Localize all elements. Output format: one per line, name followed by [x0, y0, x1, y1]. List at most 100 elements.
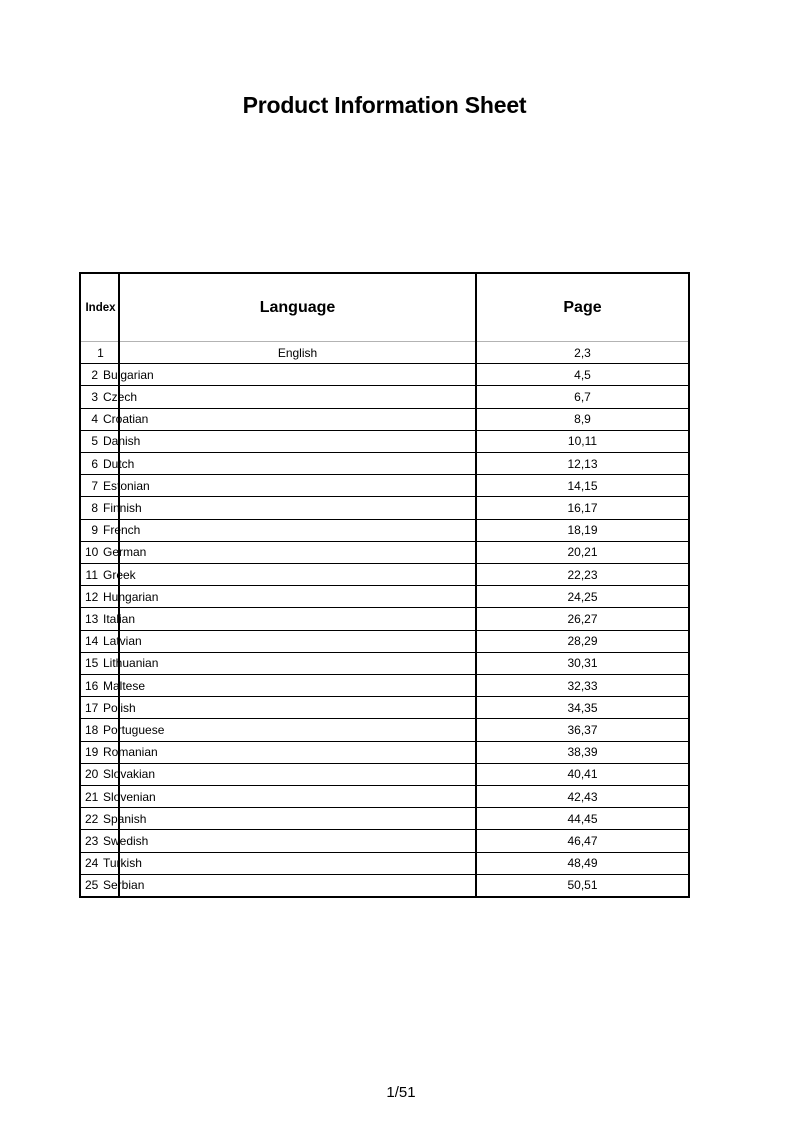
table-row: 13Italian 26,27 [81, 607, 688, 629]
row-index-language-label: 21 Slovenian [85, 790, 156, 804]
table-header-row: Index Language Page [81, 274, 688, 341]
row-index: 16 [85, 678, 99, 693]
row-language: Slovenian [103, 789, 156, 804]
row-index: 7 [91, 478, 98, 493]
row-index-language-label: 4 Croatian [85, 412, 148, 426]
row-page: 30,31 [567, 656, 598, 671]
language-index-table: Index Language Page 1 English 2,3 2 Bulgaria… [79, 272, 690, 898]
row-language: Portuguese [103, 723, 165, 738]
row-page: 4,5 [574, 367, 591, 382]
row-index-language-label: 5 Danish [85, 434, 140, 448]
column-divider-index-language [118, 274, 120, 896]
row-page: 8,9 [574, 412, 591, 427]
row-index-language-label: 11Greek [85, 568, 136, 582]
row-language: Maltese [103, 678, 146, 693]
row-language: Danish [103, 434, 141, 449]
row-language: Romanian [103, 745, 158, 760]
row-index: 1 [97, 345, 104, 360]
table-row: 10 German 20,21 [81, 540, 688, 563]
table-row: 12 Hungarian 24,25 [81, 585, 688, 607]
table-row: 5 Danish 10,11 [81, 429, 688, 452]
row-page: 20,21 [567, 545, 598, 560]
table-row: 18 Portuguese 36,37 [81, 718, 688, 740]
row-page: 24,25 [567, 589, 598, 604]
table-row: 23 Swedish 46,47 [81, 829, 688, 851]
row-language: English [277, 345, 318, 360]
row-page: 10,11 [567, 434, 598, 449]
row-index-language-label: 7 Estonian [85, 478, 150, 493]
table-row: 3 Czech 6,7 [81, 385, 688, 407]
table-row: 4 Croatian 8,9 [81, 407, 688, 430]
row-index-language-label: 6Dutch [85, 457, 134, 471]
row-language: Estonian [103, 478, 150, 493]
row-language: Bulgarian [103, 367, 154, 382]
table-header-index: Index [85, 301, 116, 314]
row-index: 2 [91, 367, 98, 382]
row-page: 18,19 [567, 523, 598, 538]
row-language: Lithuanian [103, 656, 159, 671]
row-index: 20 [85, 767, 99, 782]
table-row: 16 Maltese 32,33 [81, 674, 688, 696]
row-page: 14,15 [567, 478, 598, 493]
row-language: Spanish [103, 811, 147, 826]
table-row: 2 Bulgarian 4,5 [81, 363, 688, 385]
row-language: Hungarian [103, 589, 159, 604]
row-language: Croatian [103, 412, 149, 427]
table-header-language: Language [259, 298, 336, 316]
row-index: 18 [85, 723, 99, 738]
row-language: Slovakian [103, 767, 156, 782]
row-page: 32,33 [567, 678, 598, 693]
row-index: 22 [85, 811, 99, 826]
row-index-language-label: 16 Maltese [85, 679, 145, 693]
row-index: 21 [85, 789, 99, 804]
row-language: French [103, 523, 141, 538]
row-index-language-label: 14 Latvian [85, 634, 142, 648]
row-index-language-label: 13Italian [85, 612, 135, 626]
row-index-language-label: 22 Spanish [85, 812, 146, 826]
row-language: Finnish [103, 501, 142, 516]
row-language: German [103, 545, 147, 560]
page-title: Product Information Sheet [242, 92, 527, 118]
table-row: 1 English 2,3 [81, 341, 688, 363]
row-page: 40,41 [567, 767, 598, 782]
row-index: 3 [91, 390, 98, 404]
table-row: 14 Latvian 28,29 [81, 629, 688, 652]
row-index-language-label: 20 Slovakian [85, 767, 155, 781]
table-row: 8 Finnish 16,17 [81, 496, 688, 518]
row-index: 5 [91, 434, 98, 449]
row-page: 36,37 [567, 723, 598, 738]
row-index-language-label: 23 Swedish [85, 834, 148, 848]
row-page: 48,49 [567, 856, 598, 871]
row-index-language-label: 8 Finnish [85, 501, 142, 516]
table-row: 11Greek 22,23 [81, 563, 688, 585]
row-page: 22,23 [567, 567, 598, 582]
row-index-language-label: 9 French [85, 523, 140, 537]
row-page: 38,39 [567, 745, 598, 760]
table-row: 17Polish 34,35 [81, 696, 688, 718]
row-page: 46,47 [567, 834, 598, 849]
row-language: Turkish [103, 856, 142, 871]
row-index: 12 [85, 589, 99, 604]
row-page: 34,35 [567, 700, 598, 715]
table-row: 6Dutch 12,13 [81, 452, 688, 474]
row-index-language-label: 18 Portuguese [85, 723, 164, 737]
row-index: 6 [91, 456, 98, 471]
table-row: 9 French 18,19 [81, 518, 688, 541]
table-row: 20 Slovakian 40,41 [81, 762, 688, 785]
row-index-language-label: 3 Czech [85, 390, 137, 404]
row-index: 25 [85, 878, 99, 893]
row-page: 6,7 [574, 390, 591, 404]
row-language: Latvian [103, 634, 142, 649]
table-header-page: Page [563, 298, 602, 316]
row-page: 12,13 [567, 456, 598, 471]
column-divider-language-page [475, 274, 477, 896]
table-row: 25 Serbian 50,51 [81, 873, 688, 896]
row-page: 26,27 [567, 612, 598, 627]
table-row: 21 Slovenian 42,43 [81, 785, 688, 807]
table-row: 24 Turkish 48,49 [81, 851, 688, 874]
table-row: 15 Lithuanian 30,31 [81, 651, 688, 674]
row-index: 10 [85, 545, 99, 560]
row-page: 2,3 [574, 345, 591, 360]
page-number-footer: 1/51 [386, 1084, 416, 1101]
row-index-language-label: 12 Hungarian [85, 590, 158, 604]
